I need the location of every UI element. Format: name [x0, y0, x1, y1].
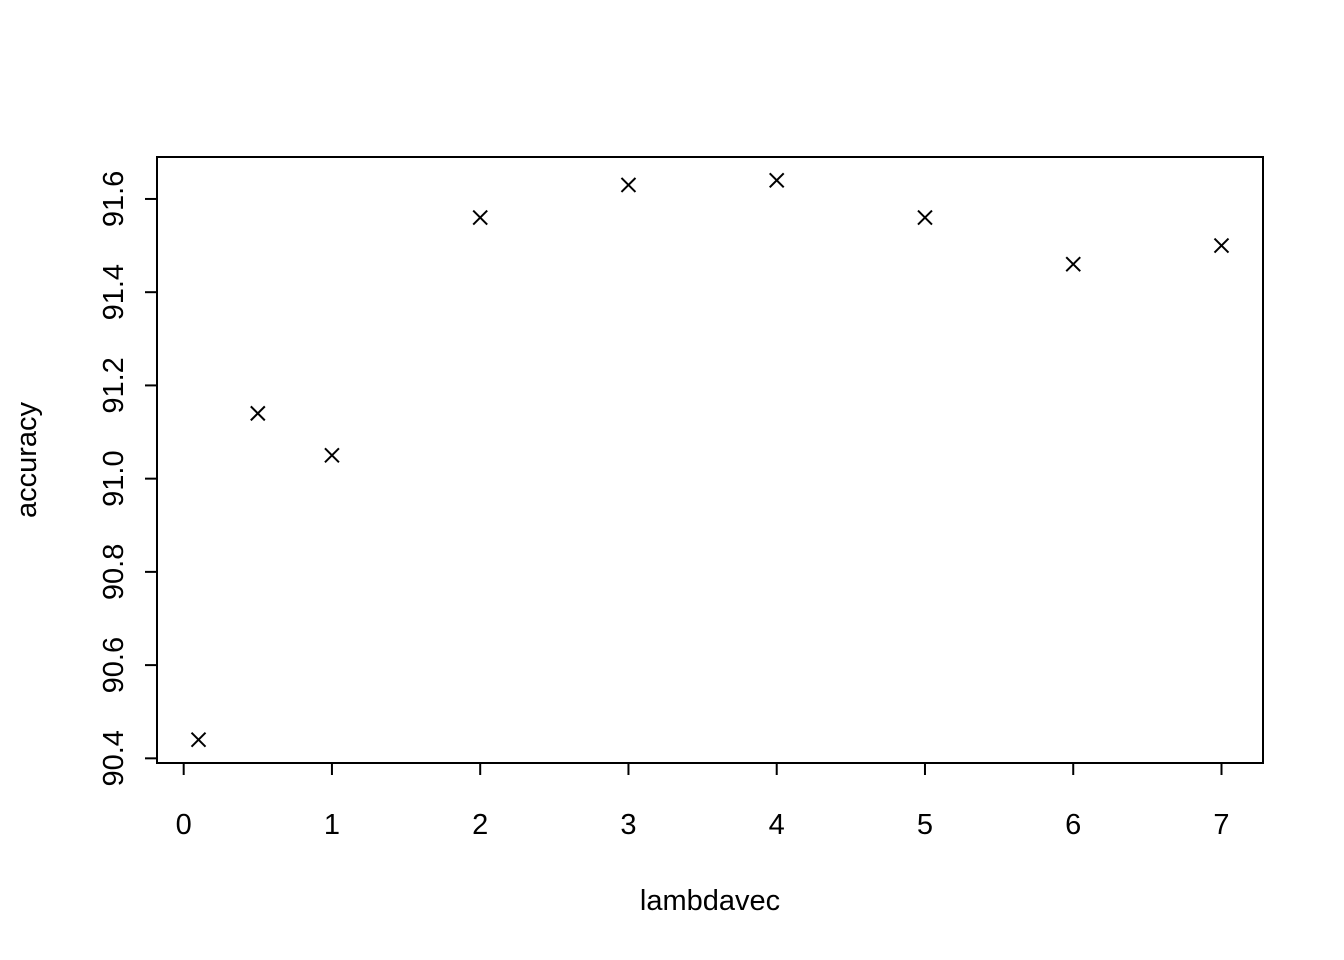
plot-frame	[156, 156, 1264, 764]
data-point	[1065, 256, 1081, 272]
y-tick-label: 91.6	[98, 171, 130, 227]
data-points	[190, 172, 1230, 748]
x-tick-label: 6	[1065, 809, 1081, 841]
y-tick-label: 90.6	[98, 637, 130, 693]
x-tick-label: 7	[1213, 809, 1229, 841]
data-point	[1213, 237, 1230, 254]
x-tick-label: 0	[176, 809, 192, 841]
data-point	[620, 177, 637, 193]
data-point	[190, 731, 207, 748]
y-tick-label: 90.8	[98, 544, 130, 600]
x-axis: 0 1 2 3 4 5 6 7	[176, 762, 1230, 841]
data-point	[917, 209, 933, 226]
x-tick-label: 2	[472, 809, 488, 841]
x-tick-label: 1	[324, 809, 340, 841]
data-point	[769, 172, 785, 189]
x-axis-title: lambdavec	[640, 885, 780, 917]
x-tick-label: 4	[769, 809, 785, 841]
x-tick-label: 5	[917, 809, 933, 841]
y-tick-label: 90.4	[98, 730, 130, 786]
x-tick-label: 3	[620, 809, 636, 841]
y-axis: 90.4 90.6 90.8 91.0 91.2 91.4 91.6	[98, 171, 158, 787]
y-tick-label: 91.4	[98, 264, 130, 320]
data-point	[324, 447, 340, 464]
data-point	[250, 405, 266, 422]
y-tick-label: 91.2	[98, 357, 130, 413]
y-tick-label: 91.0	[98, 450, 130, 506]
y-axis-title: accuracy	[11, 401, 43, 518]
data-point	[472, 209, 488, 226]
